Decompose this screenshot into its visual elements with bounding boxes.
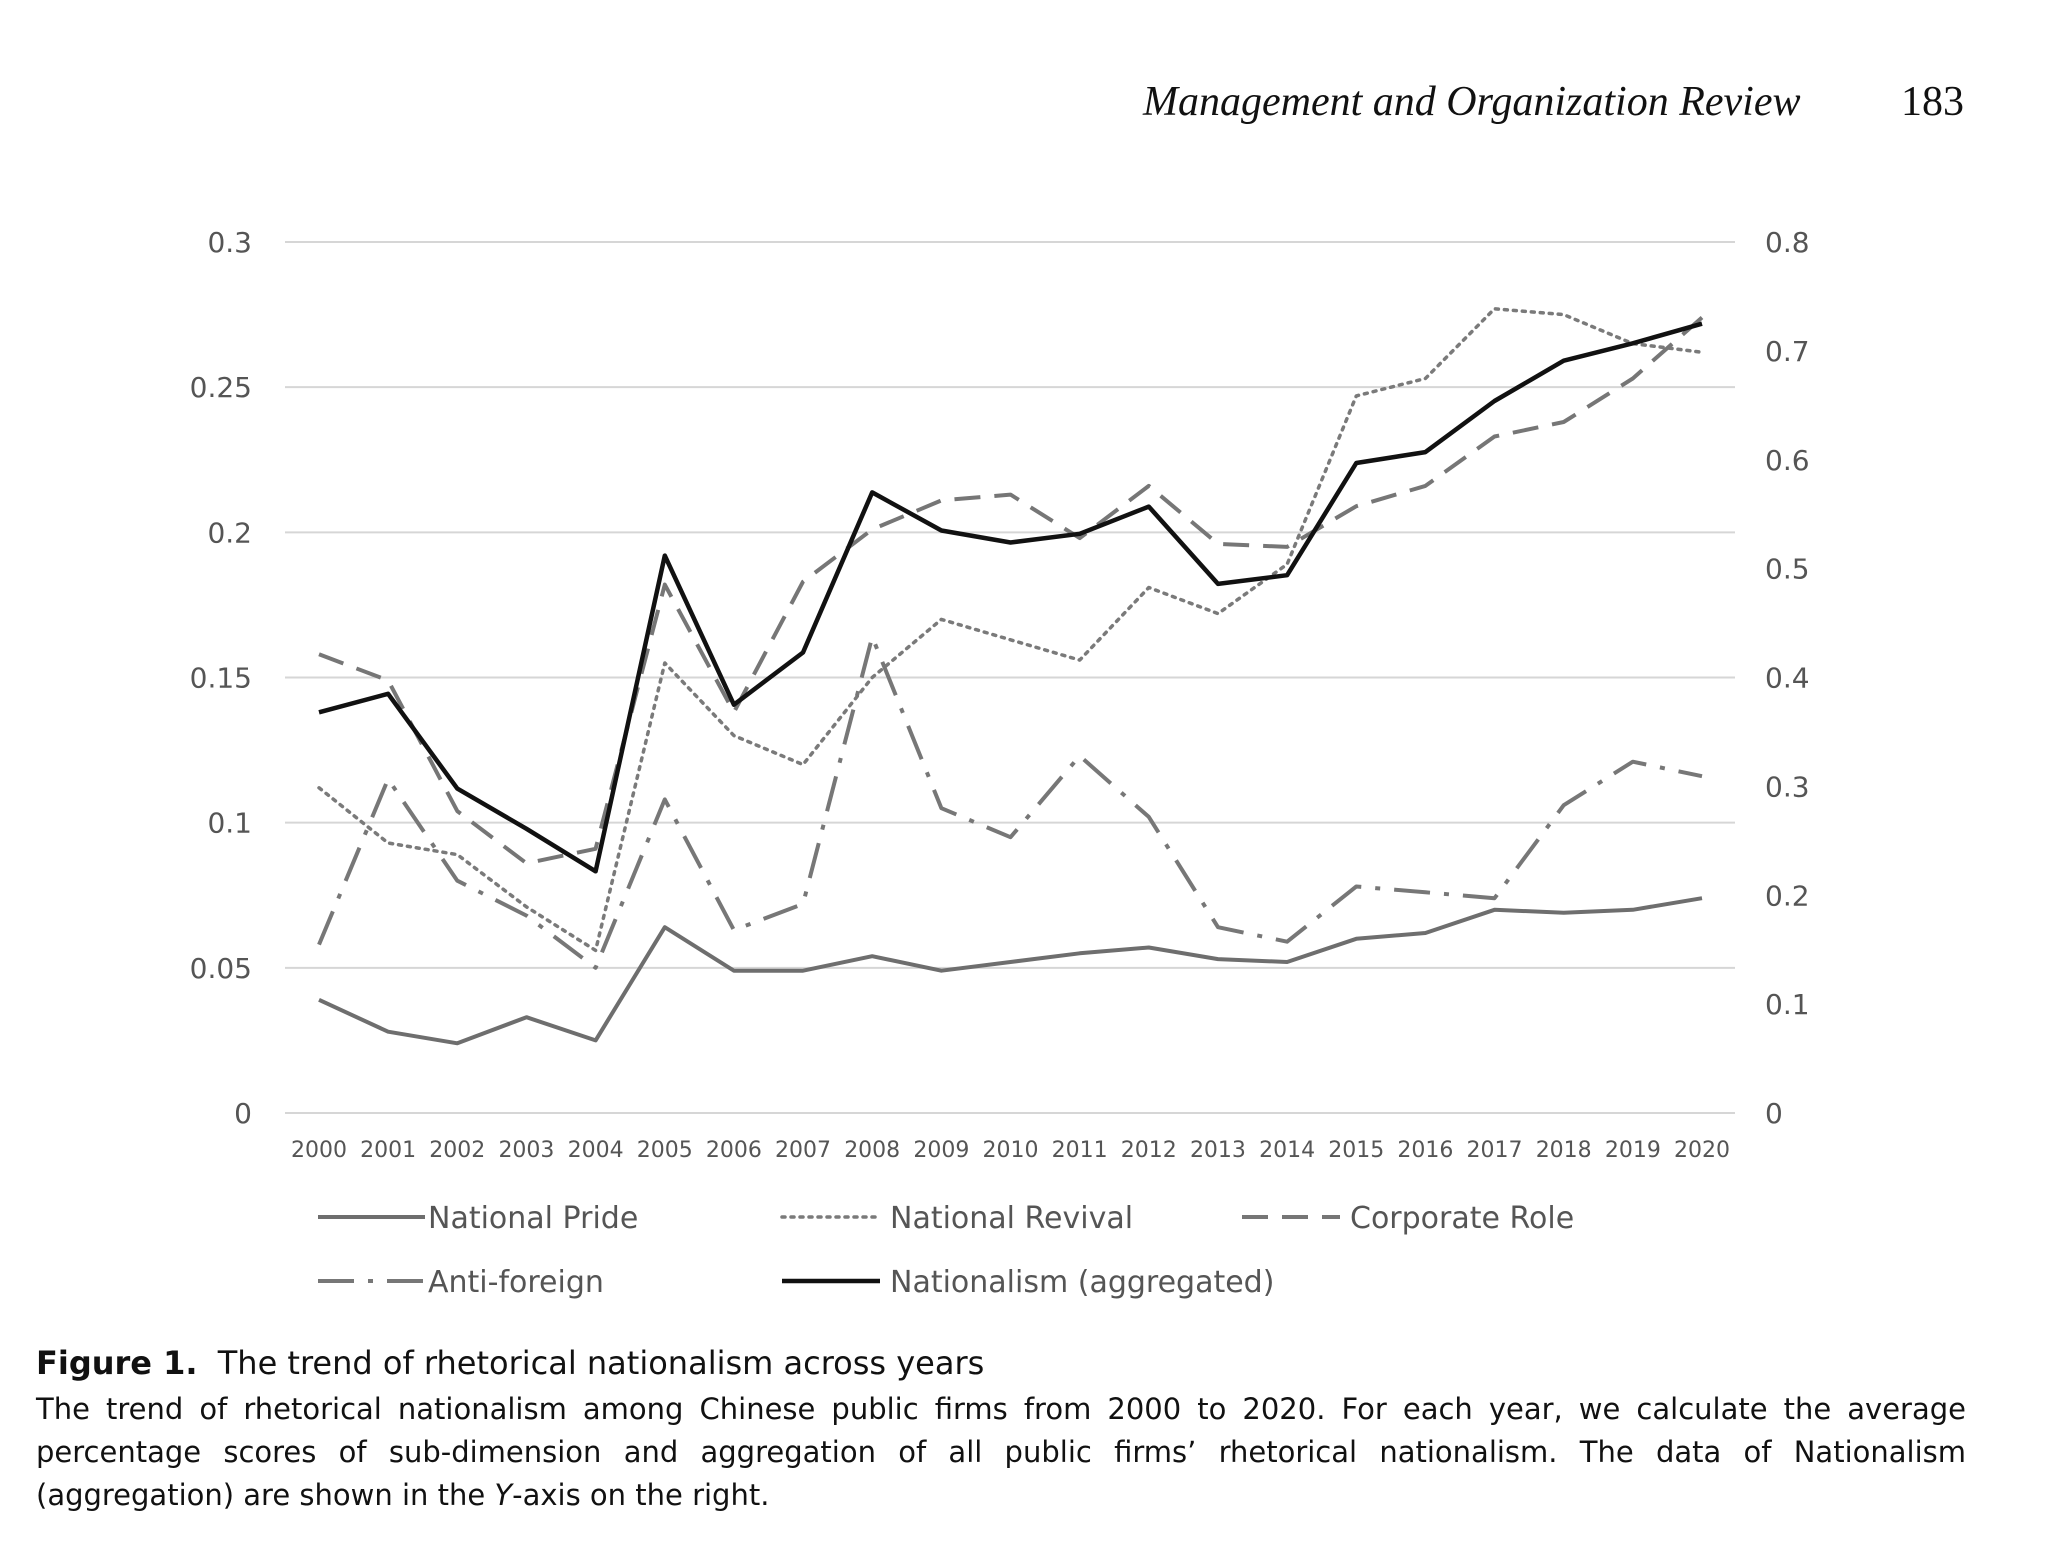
caption-axis-letter: Y <box>494 1478 513 1512</box>
figure-title: The trend of rhetorical nationalism acro… <box>217 1344 985 1382</box>
running-head: Management and Organization Review 183 <box>1143 78 1964 126</box>
figure-caption: Figure 1. The trend of rhetorical nation… <box>36 1344 1966 1517</box>
right-tick-label: 0.7 <box>1765 335 1810 368</box>
x-tick-label: 2004 <box>568 1138 624 1163</box>
left-axis-ticks: 0 0.05 0.1 0.15 0.2 0.25 0.3 <box>190 226 252 1130</box>
right-tick-label: 0.3 <box>1765 770 1810 803</box>
x-tick-label: 2012 <box>1121 1138 1177 1163</box>
x-tick-label: 2018 <box>1536 1138 1592 1163</box>
legend-label-anti-foreign: Anti-foreign <box>428 1265 604 1300</box>
legend-label-national-pride: National Pride <box>428 1201 638 1236</box>
x-tick-label: 2008 <box>844 1138 900 1163</box>
legend-label-nationalism-aggregated: Nationalism (aggregated) <box>890 1265 1274 1300</box>
x-tick-label: 2001 <box>360 1138 416 1163</box>
left-tick-label: 0.25 <box>190 371 252 404</box>
series-line-nationalism-aggregated <box>318 321 1703 874</box>
caption-text: The trend of rhetorical nationalism amon… <box>36 1388 1966 1517</box>
right-tick-label: 0.5 <box>1765 553 1810 586</box>
line-chart: 00.050.10.150.20.250.3 00.10.20.30.40.50… <box>190 226 1810 1300</box>
journal-title: Management and Organization Review <box>1142 79 1801 125</box>
right-tick-label: 0.6 <box>1765 444 1810 477</box>
x-tick-label: 2017 <box>1467 1138 1523 1163</box>
left-tick-label: 0.05 <box>190 952 252 985</box>
x-tick-label: 2019 <box>1605 1138 1661 1163</box>
left-tick-label: 0.2 <box>207 516 252 549</box>
right-tick-label: 0.4 <box>1765 662 1810 695</box>
x-tick-label: 2015 <box>1328 1138 1384 1163</box>
x-tick-label: 2020 <box>1674 1138 1730 1163</box>
x-tick-label: 2011 <box>1052 1138 1108 1163</box>
series-lines <box>317 307 1704 1046</box>
legend-label-national-revival: National Revival <box>890 1201 1133 1236</box>
left-tick-label: 0.1 <box>207 807 252 840</box>
series-line-corporate-role <box>318 315 1704 866</box>
x-tick-label: 2005 <box>637 1138 693 1163</box>
x-tick-label: 2003 <box>498 1138 554 1163</box>
left-tick-label: 0 <box>234 1097 252 1130</box>
x-tick-label: 2010 <box>983 1138 1039 1163</box>
series-line-national-revival <box>317 307 1704 953</box>
x-tick-label: 2006 <box>706 1138 762 1163</box>
legend: National Pride National Revival Corporate … <box>318 1201 1574 1300</box>
x-tick-label: 2009 <box>913 1138 969 1163</box>
page-number: 183 <box>1901 79 1964 125</box>
right-tick-label: 0 <box>1765 1097 1783 1130</box>
caption-title: Figure 1. The trend of rhetorical nation… <box>36 1344 1966 1382</box>
right-tick-label: 0.2 <box>1765 879 1810 912</box>
left-tick-label: 0.15 <box>190 662 252 695</box>
x-axis-ticks: 2000 2001 2002 2003 2004 2005 2006 2007 2008 2009… <box>291 1138 1730 1163</box>
x-tick-label: 2013 <box>1190 1138 1246 1163</box>
gridlines <box>285 241 1735 1114</box>
x-tick-label: 2007 <box>775 1138 831 1163</box>
x-tick-label: 2002 <box>429 1138 485 1163</box>
left-tick-label: 0.3 <box>207 226 252 259</box>
caption-text-end: -axis on the right. <box>512 1478 770 1512</box>
legend-label-corporate-role: Corporate Role <box>1350 1201 1574 1236</box>
x-tick-label: 2000 <box>291 1138 347 1163</box>
x-tick-label: 2016 <box>1397 1138 1453 1163</box>
right-tick-label: 0.1 <box>1765 988 1810 1021</box>
figure-label: Figure 1. <box>36 1344 198 1382</box>
right-axis-ticks: 0 0.1 0.2 0.3 0.4 0.5 0.6 0.7 0.8 <box>1765 226 1810 1130</box>
series-line-anti-foreign <box>317 634 1703 970</box>
x-tick-label: 2014 <box>1259 1138 1315 1163</box>
caption-text-main: The trend of rhetorical nationalism amon… <box>36 1392 1966 1512</box>
right-tick-label: 0.8 <box>1765 226 1810 259</box>
series-line-national-pride <box>318 896 1703 1046</box>
